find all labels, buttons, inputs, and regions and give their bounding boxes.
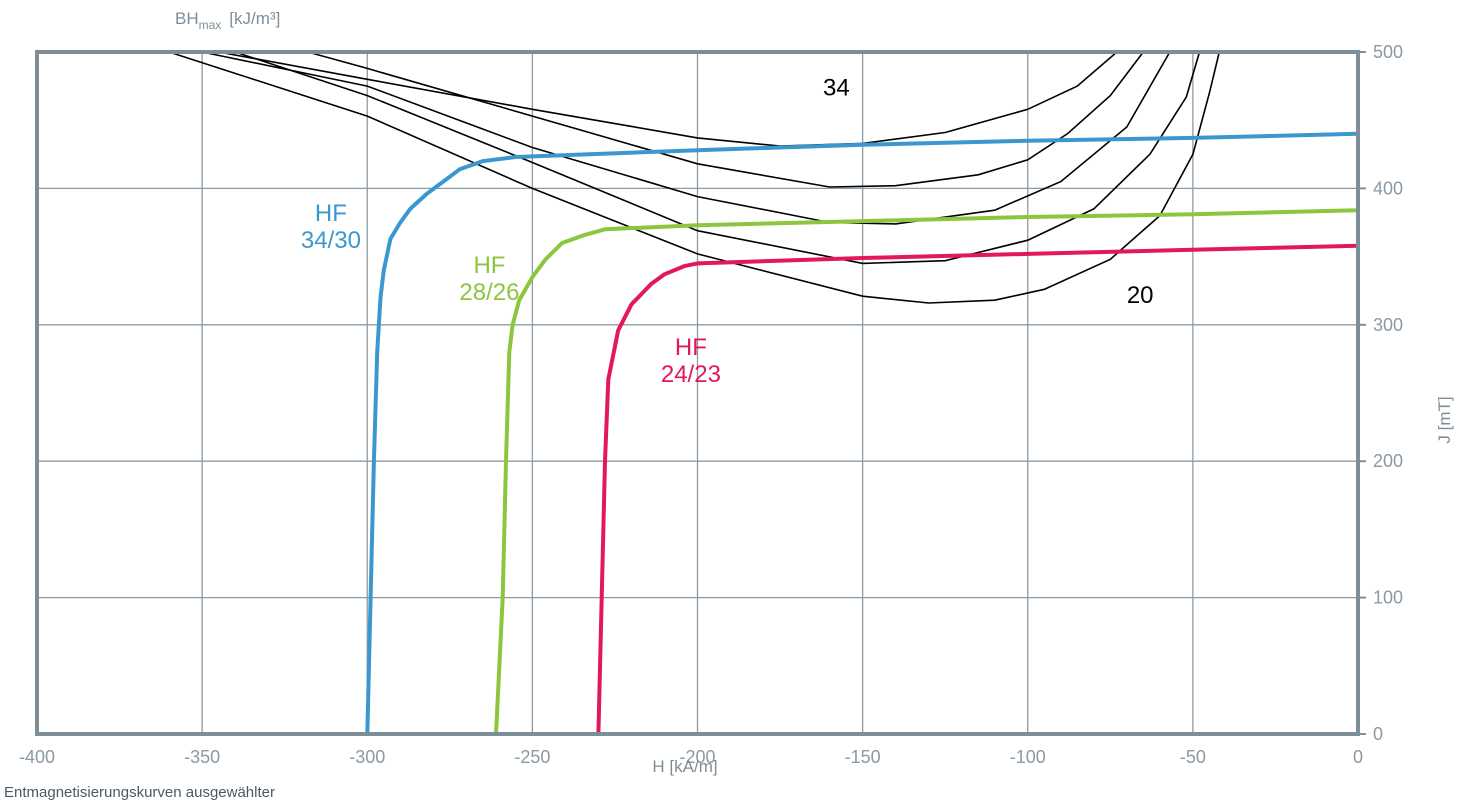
series-line-hf-28-26 bbox=[494, 208, 1359, 735]
label-line: 34/30 bbox=[301, 227, 361, 254]
x-tick-label: -100 bbox=[1010, 747, 1046, 767]
y-tick-label: 400 bbox=[1373, 178, 1403, 198]
bh-curve-4 bbox=[234, 51, 1201, 265]
x-tick-label: -150 bbox=[845, 747, 881, 767]
x-tick-label: 0 bbox=[1353, 747, 1363, 767]
y-axis-label-top: BHmax [kJ/m³] bbox=[175, 9, 280, 32]
y-tick-label: 200 bbox=[1373, 451, 1403, 471]
bh-label-unit: [kJ/m³] bbox=[229, 9, 280, 28]
label-line: HF bbox=[675, 334, 707, 361]
y-tick-label: 0 bbox=[1373, 724, 1383, 744]
grid bbox=[37, 52, 1358, 734]
label-line: 28/26 bbox=[459, 279, 519, 306]
bh-curve-3 bbox=[201, 51, 1171, 225]
label-line: 24/23 bbox=[661, 361, 721, 388]
label-line: 20 bbox=[1127, 282, 1154, 309]
x-tick-label: -300 bbox=[349, 747, 385, 767]
series-line-hf-34-30 bbox=[365, 131, 1359, 735]
series-label-hf-24-23: HF 24/23 bbox=[661, 334, 721, 388]
x-tick-label: -250 bbox=[514, 747, 550, 767]
bh-curve-1 bbox=[218, 51, 1118, 147]
y-axis-label-right: J [mT] bbox=[1435, 396, 1454, 443]
y-tick-label: 300 bbox=[1373, 315, 1403, 335]
plot-border bbox=[35, 50, 1360, 736]
series-lines bbox=[365, 131, 1359, 735]
x-tick-label: -400 bbox=[19, 747, 55, 767]
series-label-hf-28-26: HF 28/26 bbox=[459, 252, 519, 306]
bh-curve-5 bbox=[168, 51, 1221, 304]
bh-label-base: BH bbox=[175, 9, 199, 28]
x-tick-label: -200 bbox=[679, 747, 715, 767]
label-line: 34 bbox=[823, 75, 850, 102]
series-line-hf-24-23 bbox=[596, 243, 1359, 735]
bh-label-sub: max bbox=[199, 18, 222, 32]
x-tick-label: -50 bbox=[1180, 747, 1206, 767]
plot-frame bbox=[35, 50, 1366, 736]
bh-curve-2 bbox=[307, 51, 1144, 188]
bh-value-label-20: 20 bbox=[1127, 282, 1154, 309]
y-tick-label: 500 bbox=[1373, 42, 1403, 62]
bh-max-curves bbox=[168, 51, 1221, 304]
tick-labels: -400 -350 -300 -250 -200 -150 -100 -50 00 100 200 3… bbox=[19, 42, 1403, 767]
series-label-hf-34-30: HF 34/30 bbox=[301, 200, 361, 254]
x-axis-label: H [kA/m] bbox=[652, 757, 717, 776]
label-line: HF bbox=[315, 200, 347, 227]
y-tick-label: 100 bbox=[1373, 588, 1403, 608]
figure-caption: Entmagnetisierungskurven ausgewählter bbox=[4, 784, 275, 801]
label-line: HF bbox=[473, 252, 505, 279]
x-tick-label: -350 bbox=[184, 747, 220, 767]
bh-value-label-34: 34 bbox=[823, 75, 850, 102]
